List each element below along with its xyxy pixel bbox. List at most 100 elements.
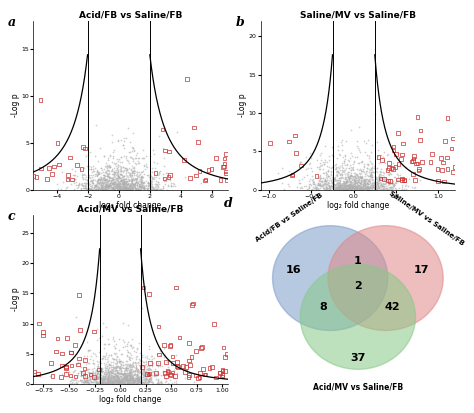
Point bbox=[154, 378, 162, 385]
Point bbox=[336, 183, 343, 190]
Point bbox=[343, 185, 350, 192]
Text: c: c bbox=[8, 210, 16, 223]
Point bbox=[115, 363, 123, 370]
Point bbox=[100, 377, 108, 384]
Point bbox=[114, 380, 122, 387]
Point bbox=[106, 163, 113, 169]
Point bbox=[139, 182, 146, 188]
Point bbox=[105, 380, 112, 386]
Point bbox=[365, 184, 373, 190]
Point bbox=[322, 177, 329, 183]
Point bbox=[93, 380, 101, 387]
Point bbox=[99, 180, 106, 187]
Point bbox=[331, 181, 338, 188]
Point bbox=[321, 177, 329, 183]
Point bbox=[347, 182, 355, 188]
Point bbox=[326, 185, 333, 192]
Point bbox=[92, 380, 100, 386]
Point bbox=[147, 376, 155, 383]
Point bbox=[363, 184, 371, 190]
Point bbox=[91, 185, 98, 191]
Point bbox=[89, 368, 97, 374]
Point bbox=[321, 177, 329, 184]
Point bbox=[338, 142, 346, 148]
Point bbox=[113, 166, 120, 172]
Point bbox=[352, 180, 359, 187]
Point bbox=[188, 354, 195, 361]
Point bbox=[386, 178, 393, 185]
Point bbox=[120, 138, 128, 145]
Point bbox=[148, 379, 155, 386]
Point bbox=[114, 168, 121, 174]
Point bbox=[371, 179, 378, 186]
Point bbox=[99, 175, 106, 181]
Point bbox=[118, 175, 125, 181]
Point bbox=[101, 380, 109, 387]
Point bbox=[100, 153, 108, 159]
Point bbox=[96, 380, 103, 387]
Point bbox=[105, 377, 112, 384]
Point bbox=[349, 183, 357, 190]
Point bbox=[119, 371, 127, 378]
Point bbox=[318, 183, 325, 190]
Point bbox=[110, 380, 118, 387]
Point bbox=[128, 378, 136, 385]
Point bbox=[363, 185, 371, 192]
Point bbox=[108, 380, 115, 386]
Point bbox=[142, 166, 149, 172]
Point bbox=[103, 378, 111, 385]
Point bbox=[347, 181, 355, 188]
Point bbox=[116, 364, 123, 370]
Point bbox=[136, 182, 143, 188]
Point bbox=[368, 185, 376, 192]
Point bbox=[161, 177, 169, 183]
Point bbox=[105, 377, 113, 383]
Point bbox=[110, 356, 118, 362]
Point bbox=[334, 184, 342, 191]
Point bbox=[354, 153, 361, 160]
Point bbox=[332, 176, 339, 183]
Point bbox=[387, 184, 394, 190]
Point bbox=[359, 168, 366, 174]
Point bbox=[434, 166, 441, 172]
Point bbox=[338, 185, 346, 191]
Point bbox=[121, 380, 129, 387]
Point bbox=[363, 180, 370, 186]
Point bbox=[107, 183, 114, 189]
Point bbox=[107, 180, 114, 186]
Point bbox=[154, 350, 161, 357]
Point bbox=[105, 173, 112, 180]
Point bbox=[125, 362, 133, 368]
Point bbox=[378, 173, 385, 180]
Point bbox=[96, 378, 103, 385]
Point bbox=[79, 185, 87, 192]
Point bbox=[341, 184, 349, 190]
Point bbox=[352, 187, 359, 193]
Point bbox=[76, 377, 84, 383]
Point bbox=[89, 379, 96, 386]
Point bbox=[309, 184, 316, 191]
Point bbox=[327, 170, 335, 177]
Point bbox=[109, 373, 117, 379]
Point bbox=[343, 177, 351, 184]
Point bbox=[108, 184, 116, 190]
Point bbox=[384, 166, 392, 173]
Point bbox=[129, 181, 137, 188]
Point bbox=[122, 375, 130, 382]
Point bbox=[342, 183, 350, 190]
Point bbox=[140, 184, 147, 191]
Point bbox=[336, 182, 343, 189]
Point bbox=[132, 367, 139, 374]
Point bbox=[87, 177, 95, 184]
Point bbox=[145, 371, 152, 377]
Point bbox=[361, 182, 368, 189]
Point bbox=[336, 152, 344, 158]
Point bbox=[375, 172, 383, 178]
Point bbox=[103, 181, 110, 188]
Point bbox=[341, 170, 348, 177]
Point bbox=[101, 377, 109, 383]
Point bbox=[121, 183, 128, 190]
Point bbox=[147, 182, 155, 189]
Point bbox=[137, 174, 145, 181]
Point bbox=[155, 181, 163, 188]
